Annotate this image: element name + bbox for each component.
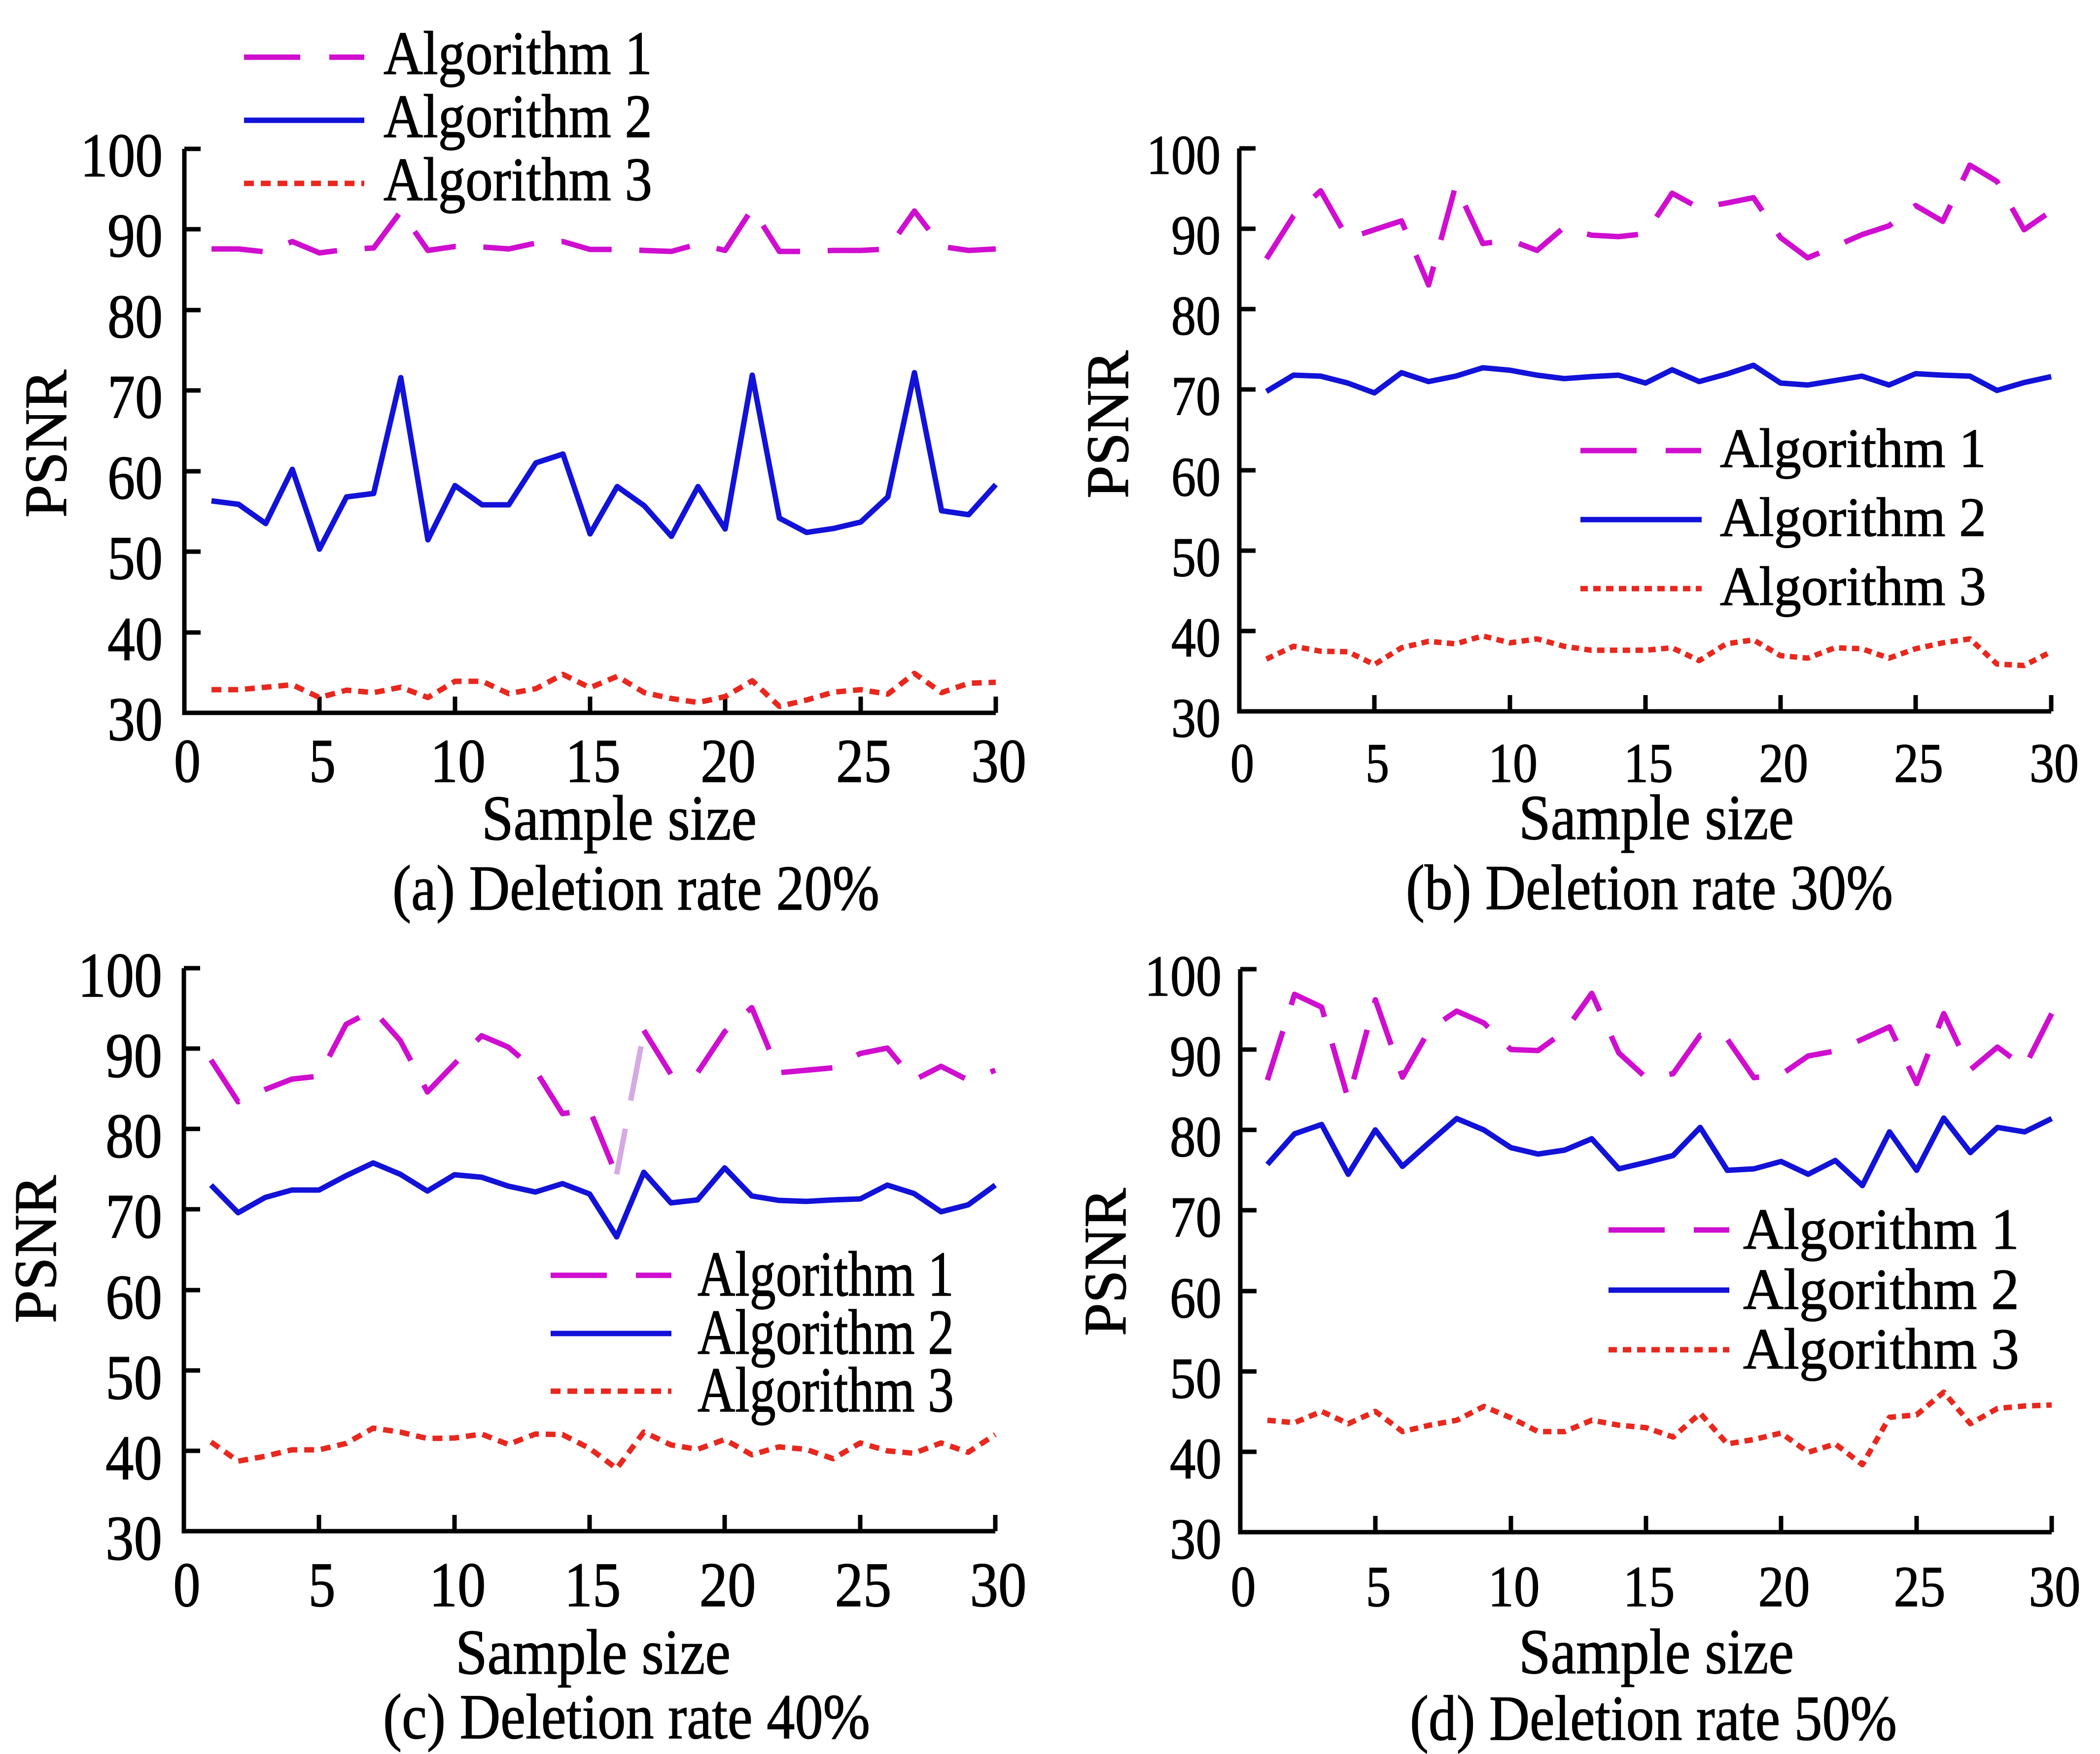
svg-text:30: 30 [2030, 733, 2079, 794]
svg-text:40: 40 [105, 1423, 162, 1493]
svg-text:5: 5 [309, 727, 336, 796]
svg-text:Algorithm 1: Algorithm 1 [1720, 418, 1986, 479]
svg-text:5: 5 [1366, 1554, 1391, 1619]
svg-text:Sample size: Sample size [482, 783, 757, 854]
svg-text:Algorithm 2: Algorithm 2 [1743, 1257, 2019, 1322]
svg-text:50: 50 [105, 1342, 162, 1413]
svg-text:25: 25 [1894, 733, 1943, 794]
svg-text:10: 10 [429, 1549, 486, 1620]
svg-text:Algorithm 1: Algorithm 1 [384, 20, 652, 88]
svg-text:0: 0 [1231, 1554, 1256, 1619]
svg-text:0: 0 [1230, 733, 1254, 794]
svg-text:PSNR: PSNR [13, 369, 79, 518]
svg-text:Algorithm 2: Algorithm 2 [1720, 487, 1986, 548]
svg-text:Algorithm 3: Algorithm 3 [1720, 556, 1986, 617]
svg-text:90: 90 [107, 202, 163, 271]
svg-text:(d) Deletion rate 50%: (d) Deletion rate 50% [1410, 1683, 1897, 1754]
svg-text:30: 30 [105, 1503, 162, 1574]
svg-text:90: 90 [1171, 205, 1221, 267]
svg-text:25: 25 [1894, 1554, 1946, 1619]
svg-text:70: 70 [1170, 1185, 1222, 1250]
svg-text:Algorithm 1: Algorithm 1 [1743, 1197, 2019, 1262]
svg-text:100: 100 [80, 122, 163, 190]
svg-text:PSNR: PSNR [2, 1175, 69, 1323]
svg-text:PSNR: PSNR [1075, 350, 1141, 498]
svg-text:70: 70 [107, 363, 163, 432]
svg-text:40: 40 [1171, 607, 1221, 669]
svg-text:Algorithm 3: Algorithm 3 [1743, 1317, 2019, 1381]
svg-text:50: 50 [1170, 1346, 1222, 1411]
svg-text:Algorithm 2: Algorithm 2 [384, 83, 652, 151]
svg-text:15: 15 [1624, 733, 1673, 794]
svg-text:Algorithm 1: Algorithm 1 [698, 1239, 954, 1310]
svg-text:20: 20 [700, 1549, 756, 1620]
svg-text:60: 60 [1171, 447, 1221, 508]
svg-text:25: 25 [836, 727, 891, 796]
svg-text:50: 50 [107, 525, 163, 593]
svg-text:30: 30 [2029, 1554, 2081, 1619]
svg-text:0: 0 [174, 1549, 201, 1620]
svg-text:60: 60 [105, 1262, 162, 1333]
svg-text:5: 5 [309, 1549, 336, 1620]
svg-text:Algorithm 3: Algorithm 3 [384, 146, 652, 214]
svg-text:20: 20 [1759, 733, 1808, 794]
svg-text:0: 0 [174, 727, 201, 796]
svg-text:80: 80 [1170, 1105, 1222, 1169]
svg-text:20: 20 [700, 727, 756, 796]
svg-text:Algorithm 3: Algorithm 3 [698, 1355, 954, 1426]
svg-text:90: 90 [1170, 1024, 1222, 1089]
svg-text:30: 30 [970, 1549, 1027, 1620]
svg-text:40: 40 [107, 605, 163, 674]
svg-text:(a) Deletion rate 20%: (a) Deletion rate 20% [392, 853, 879, 924]
svg-text:100: 100 [1147, 125, 1221, 186]
svg-text:(b) Deletion rate 30%: (b) Deletion rate 30% [1406, 852, 1893, 923]
svg-text:30: 30 [1170, 1507, 1222, 1572]
svg-text:15: 15 [1623, 1554, 1675, 1619]
svg-text:25: 25 [835, 1549, 892, 1620]
svg-text:90: 90 [105, 1020, 162, 1091]
svg-text:60: 60 [1170, 1266, 1222, 1331]
svg-text:5: 5 [1365, 733, 1389, 794]
svg-text:100: 100 [1145, 944, 1222, 1009]
svg-text:10: 10 [1488, 1554, 1540, 1619]
svg-text:15: 15 [565, 727, 621, 796]
svg-text:30: 30 [971, 727, 1026, 796]
svg-text:30: 30 [107, 686, 163, 754]
svg-text:PSNR: PSNR [1072, 1188, 1139, 1336]
svg-text:80: 80 [1171, 285, 1221, 347]
svg-text:40: 40 [1170, 1427, 1222, 1491]
svg-text:(c) Deletion rate 40%: (c) Deletion rate 40% [383, 1682, 870, 1753]
svg-text:10: 10 [1488, 733, 1538, 794]
svg-text:20: 20 [1758, 1554, 1810, 1619]
svg-text:70: 70 [105, 1181, 162, 1252]
svg-text:80: 80 [105, 1101, 162, 1171]
svg-text:80: 80 [107, 283, 163, 351]
svg-text:Sample size: Sample size [1519, 1616, 1794, 1687]
svg-text:60: 60 [107, 444, 163, 513]
svg-text:10: 10 [430, 727, 486, 796]
svg-text:100: 100 [78, 940, 162, 1011]
svg-text:50: 50 [1171, 527, 1221, 589]
svg-text:30: 30 [1171, 688, 1221, 749]
svg-text:15: 15 [564, 1549, 621, 1620]
svg-text:Sample size: Sample size [455, 1617, 731, 1688]
svg-text:Sample size: Sample size [1519, 782, 1794, 853]
svg-text:Algorithm 2: Algorithm 2 [698, 1297, 954, 1368]
svg-text:70: 70 [1171, 366, 1221, 427]
